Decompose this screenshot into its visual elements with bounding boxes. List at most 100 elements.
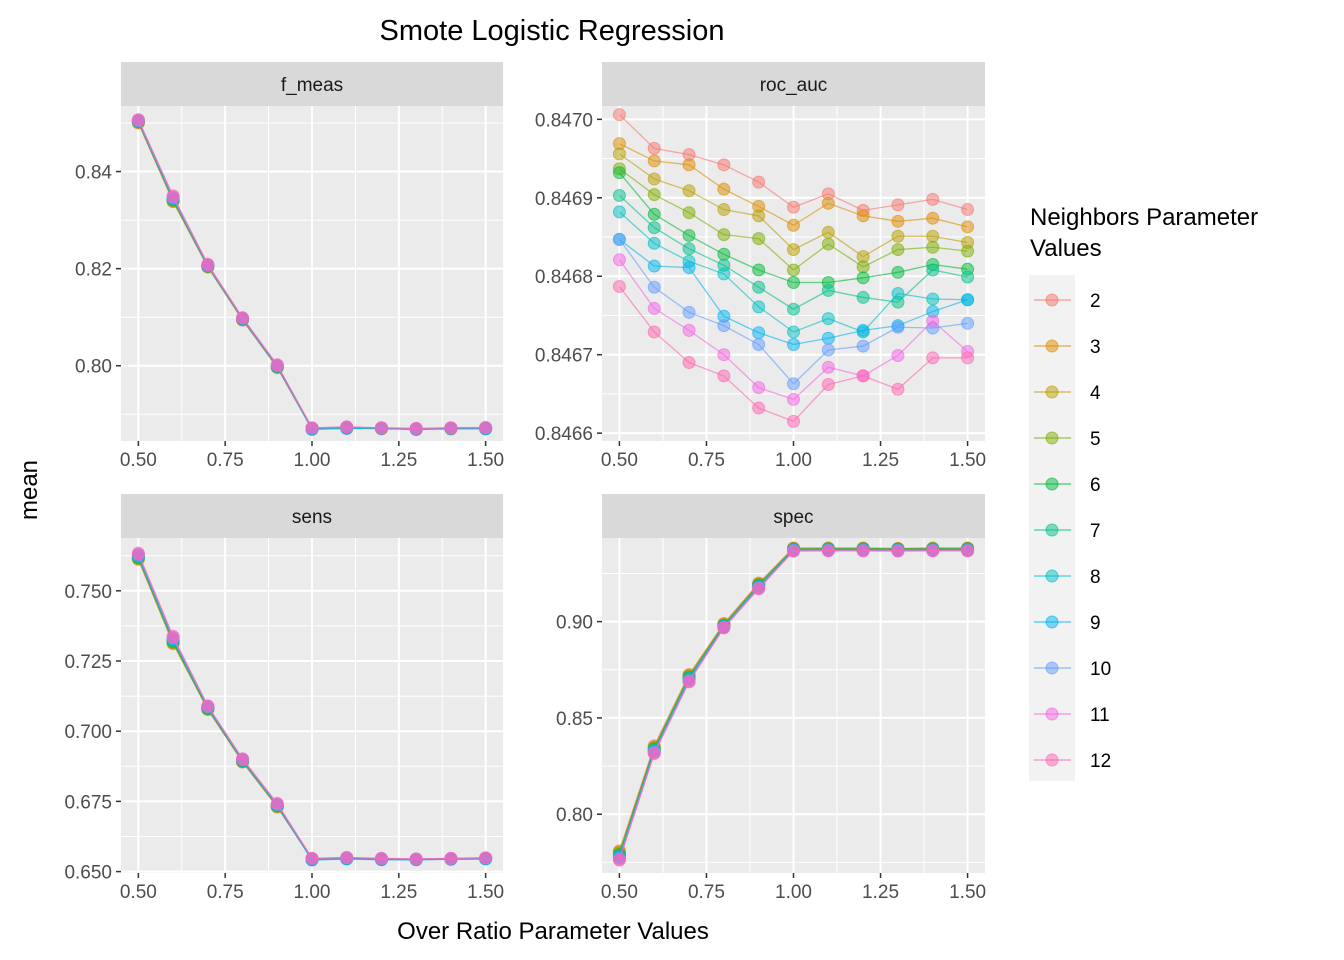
- data-point: [787, 338, 800, 352]
- data-point: [131, 113, 145, 127]
- data-point: [647, 280, 661, 294]
- data-point: [926, 211, 940, 225]
- data-point: [961, 203, 975, 217]
- data-point: [856, 290, 870, 304]
- legend-label: 3: [1090, 337, 1101, 358]
- legend-items: 2 3 4 5 6 7 8 9 10 11 12: [1034, 291, 1111, 772]
- data-point: [612, 853, 626, 867]
- data-point: [340, 851, 354, 865]
- data-point: [926, 544, 940, 558]
- data-point: [409, 852, 423, 866]
- facet-strip-label: f_meas: [281, 75, 343, 96]
- data-point: [682, 305, 696, 319]
- data-point: [856, 260, 870, 274]
- data-point: [647, 207, 661, 221]
- y-tick-label: 0.80: [556, 805, 593, 826]
- series-4: [612, 147, 975, 264]
- y-tick-label: 0.725: [64, 652, 112, 673]
- x-tick-label: 1.50: [949, 450, 986, 471]
- data-point: [787, 276, 800, 290]
- data-point: [752, 582, 766, 596]
- data-point: [682, 356, 696, 370]
- legend-item: 9: [1034, 613, 1101, 634]
- data-point: [891, 382, 905, 396]
- y-tick-label: 0.8468: [535, 267, 593, 288]
- y-tick-label: 0.650: [64, 863, 112, 884]
- x-tick-label: 1.25: [380, 882, 417, 903]
- data-point: [612, 205, 626, 219]
- facet-panel-f_meas: f_meas 0.50 0.75 1.00 1.25 1.50 0.80 0.82 0.84: [75, 62, 504, 471]
- facet-strip-label: spec: [773, 507, 813, 528]
- data-point: [787, 243, 800, 257]
- x-tick-label: 1.25: [862, 882, 899, 903]
- y-tick-label: 0.8466: [535, 424, 593, 445]
- series-10: [612, 232, 975, 391]
- legend-item: 4: [1034, 383, 1101, 404]
- data-point: [682, 323, 696, 337]
- data-point: [647, 301, 661, 315]
- y-tick-label: 0.82: [75, 260, 112, 281]
- data-point: [821, 378, 835, 392]
- data-point: [409, 421, 423, 435]
- series-12: [131, 113, 493, 435]
- data-point: [131, 546, 145, 560]
- data-point: [856, 209, 870, 223]
- data-point: [374, 421, 388, 435]
- y-tick-label: 0.80: [75, 357, 112, 378]
- data-point: [201, 699, 215, 713]
- data-point: [612, 108, 626, 122]
- facet-strip-spec: [602, 494, 985, 538]
- data-point: [752, 300, 766, 314]
- y-tick-label: 0.84: [75, 163, 112, 184]
- legend-key-point: [1045, 477, 1059, 491]
- legend-item: 2: [1034, 291, 1101, 312]
- data-point: [787, 392, 800, 406]
- data-point: [961, 351, 975, 365]
- legend-title-line-2: Values: [1030, 235, 1102, 262]
- data-point: [647, 325, 661, 339]
- legend-key-point: [1045, 339, 1059, 353]
- x-tick-label: 0.50: [120, 882, 157, 903]
- legend-label: 6: [1090, 475, 1101, 496]
- data-point: [612, 232, 626, 246]
- x-tick-label: 1.50: [949, 882, 986, 903]
- x-tick-label: 0.75: [207, 450, 244, 471]
- data-point: [961, 220, 975, 234]
- y-axis-title: mean: [16, 460, 43, 520]
- series-12: [612, 544, 975, 867]
- data-point: [717, 319, 731, 333]
- data-point: [752, 326, 766, 340]
- data-point: [821, 331, 835, 345]
- y-tick-label: 0.8467: [535, 346, 593, 367]
- data-point: [717, 247, 731, 261]
- x-tick-label: 0.75: [688, 450, 725, 471]
- y-tick-label: 0.675: [64, 792, 112, 813]
- data-point: [752, 209, 766, 223]
- data-point: [891, 287, 905, 301]
- data-point: [717, 369, 731, 383]
- legend-key-point: [1045, 523, 1059, 537]
- data-point: [612, 147, 626, 161]
- data-point: [787, 414, 800, 428]
- data-point: [305, 851, 319, 865]
- data-point: [961, 544, 975, 558]
- data-point: [891, 243, 905, 257]
- data-point: [612, 188, 626, 202]
- data-point: [856, 323, 870, 337]
- data-point: [444, 421, 458, 435]
- data-point: [682, 261, 696, 275]
- y-tick-label: 0.8470: [535, 110, 593, 131]
- data-point: [717, 228, 731, 242]
- legend-key-point: [1045, 569, 1059, 583]
- data-point: [166, 629, 180, 643]
- data-point: [926, 314, 940, 328]
- data-point: [821, 196, 835, 210]
- data-point: [682, 675, 696, 689]
- data-point: [891, 265, 905, 279]
- x-tick-label: 0.75: [688, 882, 725, 903]
- facet-strip-roc_auc: [602, 62, 985, 106]
- data-point: [717, 348, 731, 362]
- data-point: [682, 158, 696, 172]
- x-tick-label: 0.50: [120, 450, 157, 471]
